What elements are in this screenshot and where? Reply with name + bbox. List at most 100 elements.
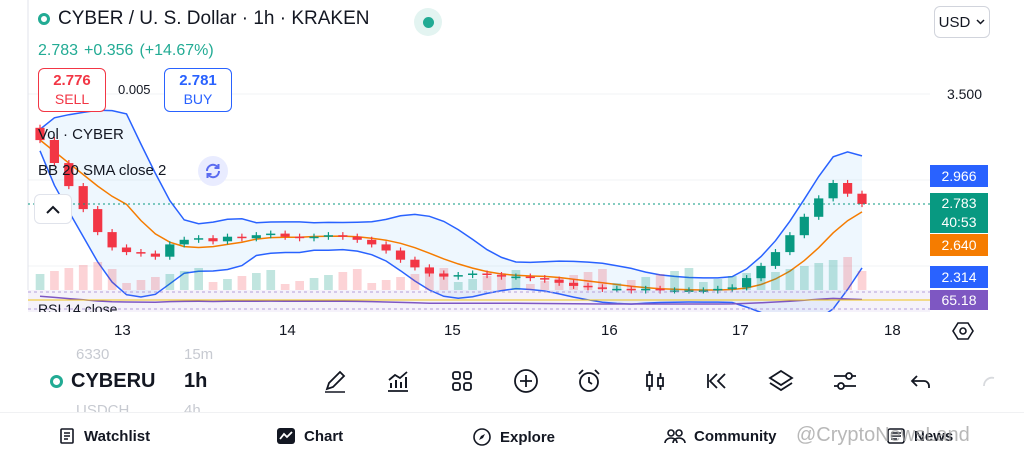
rewind-icon[interactable] [702, 366, 732, 396]
candle [612, 288, 622, 291]
candle [352, 236, 362, 240]
volume-bar [497, 273, 506, 290]
nav-news[interactable]: News [886, 427, 953, 445]
volume-bar [425, 271, 434, 290]
nav-chart-label: Chart [304, 427, 344, 445]
volume-bar [194, 268, 203, 290]
ghost-timeframe-2: 4h [184, 402, 201, 412]
nav-community[interactable]: Community [664, 427, 777, 445]
collapse-legend-button[interactable] [34, 194, 72, 224]
price-chart[interactable] [0, 0, 930, 312]
symbol-header[interactable]: CYBER / U. S. Dollar · 1h · KRAKEN [38, 8, 369, 30]
spread-value: 0.005 [118, 82, 151, 97]
symbol-selector[interactable]: CYBERU [50, 370, 155, 393]
volume-bar [526, 284, 535, 290]
rsi-pane [28, 290, 930, 312]
volume-bar [309, 278, 319, 290]
bb-basis-tag: 2.640 [930, 234, 988, 256]
candle [251, 235, 261, 239]
timeframe-selector[interactable]: 1h [184, 370, 208, 392]
chart-trend-icon[interactable] [383, 366, 413, 396]
time-tick: 15 [444, 322, 461, 339]
bb-fill [40, 110, 862, 312]
candle [410, 259, 420, 268]
time-tick: 14 [279, 322, 296, 339]
candle [136, 252, 146, 254]
volume-bar [482, 276, 492, 290]
redo-icon[interactable] [972, 366, 1002, 396]
volume-bar [410, 274, 420, 290]
volume-bar [107, 269, 117, 290]
nav-chart[interactable]: Chart [276, 427, 343, 445]
plus-circle-icon[interactable] [511, 366, 541, 396]
volume-bar [468, 279, 477, 290]
time-tick: 16 [601, 322, 618, 339]
candle [424, 267, 434, 274]
volume-bar [136, 280, 146, 290]
candle [381, 244, 391, 251]
bollinger-indicator-label[interactable]: BB 20 SMA close 2 [38, 162, 167, 179]
nav-explore-label: Explore [500, 428, 556, 446]
candle [208, 238, 218, 242]
time-tick: 13 [114, 322, 131, 339]
candles-icon[interactable] [640, 366, 670, 396]
volume-bar [453, 282, 463, 290]
cyber-logo-icon [50, 375, 63, 388]
volume-bar [338, 272, 348, 290]
candle [121, 247, 132, 253]
chart-area[interactable] [0, 0, 930, 312]
grid-icon[interactable] [447, 366, 477, 396]
buy-button[interactable]: 2.781 BUY [164, 68, 232, 112]
volume-bar [828, 260, 838, 290]
layers-icon[interactable] [766, 366, 796, 396]
watermark-text: @CryptoNewsLand [796, 424, 970, 446]
nav-news-label: News [914, 427, 954, 445]
time-tick: 18 [884, 322, 901, 339]
chart-settings-icon[interactable] [952, 320, 974, 342]
ghost-timeframe: 15m [184, 346, 214, 360]
rsi-line [39, 295, 863, 305]
nav-watchlist[interactable]: Watchlist [58, 427, 150, 445]
volume-bar [699, 282, 708, 290]
buy-price: 2.781 [179, 72, 217, 89]
currency-select[interactable]: USD [934, 6, 990, 38]
watchlist-icon [60, 428, 74, 444]
volume-bar [237, 276, 247, 290]
chart-icon [277, 428, 295, 444]
nav-community-label: Community [694, 427, 777, 445]
volume-bar [713, 279, 723, 290]
candle [266, 233, 276, 236]
pen-icon[interactable] [320, 366, 350, 396]
sliders-icon[interactable] [830, 366, 860, 396]
candle [626, 288, 636, 291]
bb-basis-line [39, 139, 863, 291]
candle [698, 290, 708, 292]
undo-icon[interactable] [906, 366, 936, 396]
candle [194, 238, 204, 240]
candle [49, 140, 59, 163]
volume-bar [814, 263, 824, 290]
volume-indicator-label[interactable]: Vol · CYBER [38, 126, 124, 143]
rsi-indicator-label[interactable]: RSI 14 close [38, 301, 118, 312]
volume-bar [35, 274, 45, 290]
cyber-logo-icon [38, 13, 50, 25]
volume-bar [266, 270, 276, 290]
volume-bar [295, 281, 304, 290]
sync-icon[interactable] [198, 156, 228, 186]
bb-lower-line [39, 150, 863, 312]
community-icon [664, 429, 686, 444]
volume-bar [598, 269, 607, 290]
volume-bar [800, 266, 809, 290]
candle [857, 193, 867, 204]
volume-bar [670, 271, 679, 290]
candle [597, 287, 607, 289]
ghost-symbol: USDCH [76, 402, 130, 412]
candle [309, 236, 319, 239]
alarm-icon[interactable] [574, 366, 604, 396]
market-open-icon[interactable] [414, 8, 442, 36]
volume-bar [352, 269, 362, 290]
sell-button[interactable]: 2.776 SELL [38, 68, 106, 112]
candle [554, 279, 564, 283]
candle [669, 290, 680, 292]
nav-explore[interactable]: Explore [472, 427, 555, 447]
